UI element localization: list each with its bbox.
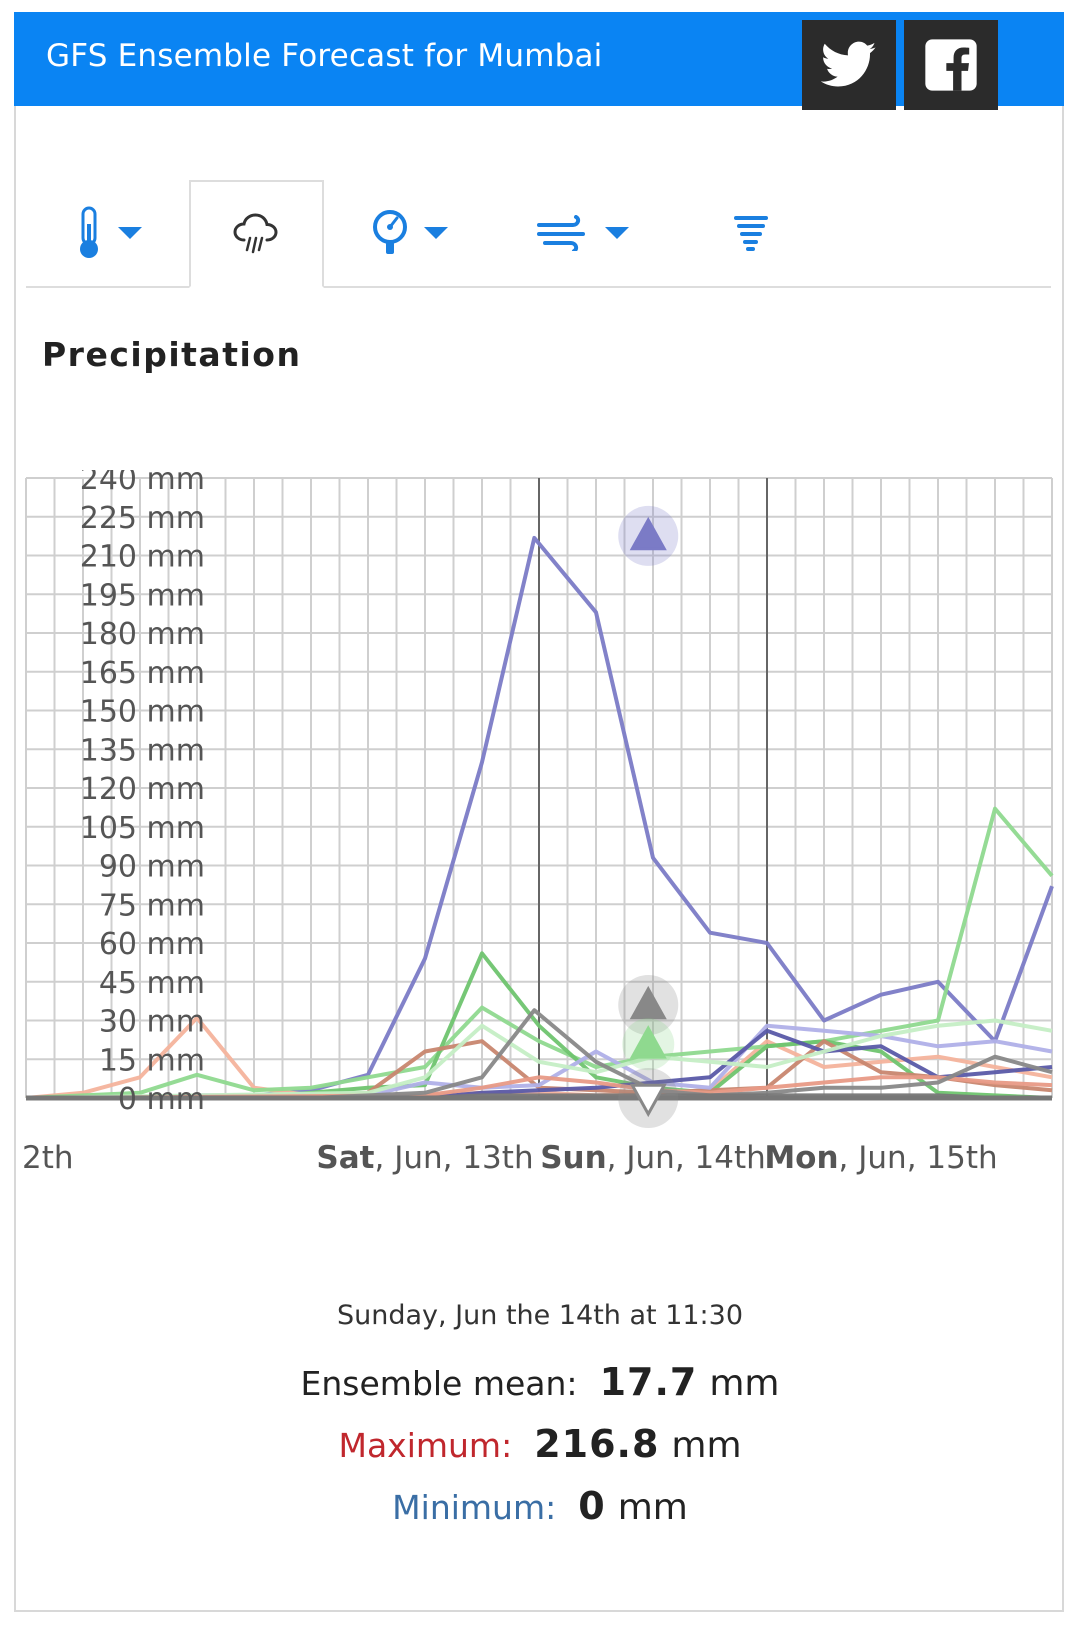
- series-line-11: [26, 1093, 1052, 1100]
- y-tick-label: 225 mm: [80, 501, 205, 536]
- x-day-label: Sun, Jun, 14th: [540, 1140, 766, 1176]
- tab-temperature[interactable]: [26, 180, 189, 286]
- x-day-label-date: 2th: [22, 1140, 74, 1176]
- series-line-4: [26, 951, 1053, 1100]
- mean-unit: mm: [709, 1363, 780, 1404]
- chevron-down-icon: [604, 227, 629, 239]
- series-line-2: [25, 1015, 1053, 1100]
- tab-pressure[interactable]: [324, 180, 494, 286]
- y-tick-label: 165 mm: [80, 656, 205, 691]
- twitter-button[interactable]: [802, 20, 896, 110]
- min-value: 0: [578, 1484, 606, 1528]
- mean-row: Ensemble mean: 17.7 mm: [0, 1360, 1080, 1404]
- tornado-icon: [734, 216, 768, 251]
- y-tick-label: 105 mm: [80, 811, 205, 846]
- x-day-label-date: , Jun, 13th: [374, 1140, 533, 1176]
- x-day-label-weekday: Sun: [540, 1140, 606, 1176]
- x-day-label-date: , Jun, 15th: [839, 1140, 998, 1176]
- chevron-down-icon: [117, 227, 142, 239]
- tab-storm[interactable]: [681, 180, 821, 286]
- mean-value: 17.7: [599, 1360, 698, 1404]
- mean-series-marker: [629, 1025, 667, 1059]
- x-day-label-weekday: Sat: [316, 1140, 374, 1176]
- rain-cloud-icon: [232, 213, 278, 254]
- y-tick-label: 15 mm: [99, 1043, 205, 1078]
- series-line-9: [25, 1075, 1053, 1100]
- max-marker: [629, 516, 667, 551]
- y-tick-label: 135 mm: [80, 733, 205, 768]
- series-line-6: [25, 1023, 1053, 1100]
- y-tick-label: 0 mm: [118, 1082, 205, 1117]
- header-title: GFS Ensemble Forecast for Mumbai: [46, 38, 603, 74]
- max-unit: mm: [671, 1425, 742, 1466]
- tab-precipitation[interactable]: [189, 180, 324, 288]
- max-label: Maximum:: [338, 1426, 513, 1465]
- x-day-label-weekday: Mon: [764, 1140, 838, 1176]
- wind-icon: [536, 215, 585, 251]
- section-title: Precipitation: [42, 335, 302, 374]
- x-day-label-date: , Jun, 14th: [607, 1140, 766, 1176]
- y-tick-label: 120 mm: [80, 772, 205, 807]
- variable-tabs: [26, 180, 1051, 290]
- max-value: 216.8: [534, 1422, 660, 1466]
- y-tick-label: 30 mm: [99, 1005, 205, 1040]
- chevron-down-icon: [424, 227, 448, 239]
- y-tick-label: 180 mm: [80, 617, 205, 652]
- series-line-3: [25, 806, 1054, 1100]
- x-day-label: Mon, Jun, 15th: [764, 1140, 997, 1176]
- y-tick-label: 210 mm: [80, 540, 205, 575]
- min-row: Minimum: 0 mm: [0, 1484, 1080, 1528]
- tabs-baseline: [26, 286, 1051, 288]
- pressure-gauge-icon: [373, 210, 407, 254]
- mean-label: Ensemble mean:: [300, 1364, 578, 1403]
- min-marker: [629, 1083, 667, 1118]
- max-row: Maximum: 216.8 mm: [0, 1422, 1080, 1466]
- thermometer-icon: [79, 206, 98, 258]
- min-unit: mm: [617, 1487, 688, 1528]
- header-bar: GFS Ensemble Forecast for Mumbai: [14, 12, 1064, 110]
- y-tick-label: 45 mm: [99, 966, 205, 1001]
- min-label: Minimum:: [392, 1488, 557, 1527]
- series-line-8: [25, 1018, 1053, 1100]
- mean-marker: [629, 985, 667, 1020]
- y-tick-label: 90 mm: [99, 850, 205, 885]
- y-tick-label: 75 mm: [99, 888, 205, 923]
- twitter-icon: [821, 41, 877, 87]
- hover-date: Sunday, Jun the 14th at 11:30: [336, 1300, 743, 1331]
- y-tick-label: 150 mm: [80, 695, 205, 730]
- y-tick-label: 60 mm: [99, 927, 205, 962]
- x-day-label: 2th: [22, 1140, 74, 1176]
- facebook-button[interactable]: [904, 20, 998, 110]
- tab-wind[interactable]: [494, 180, 669, 286]
- y-tick-label: 240 mm: [80, 470, 205, 497]
- y-tick-label: 195 mm: [80, 578, 205, 613]
- facebook-icon: [925, 39, 977, 91]
- x-day-label: Sat, Jun, 13th: [316, 1140, 533, 1176]
